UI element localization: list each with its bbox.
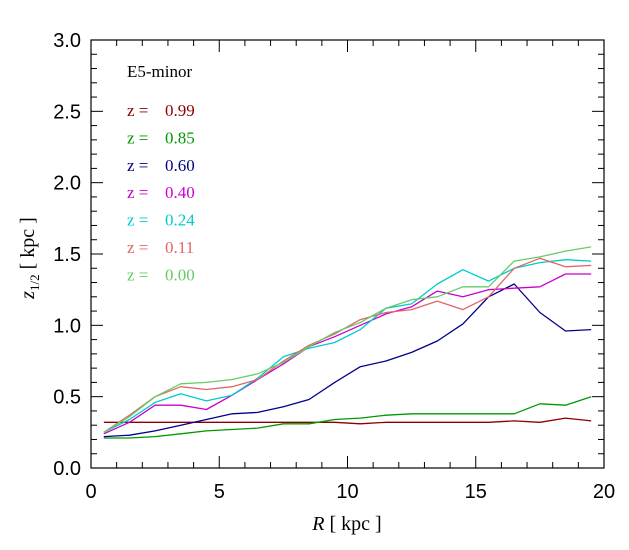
legend-prefix: z = — [127, 128, 148, 147]
series-line-z-0.85 — [103, 396, 592, 439]
legend-entry-z-0.40: z = 0.40 — [127, 183, 195, 202]
y-tick-label: 1.0 — [53, 315, 81, 337]
legend-value: 0.24 — [165, 211, 195, 230]
legend-prefix: z = — [127, 238, 148, 257]
y-tick-label: 0.0 — [53, 458, 81, 480]
y-axis-title-unit: [ kpc ] — [17, 217, 39, 274]
panel-label: E5-minor — [127, 62, 192, 81]
y-axis-title-symbol: z — [17, 291, 39, 300]
legend-value: 0.11 — [165, 238, 194, 257]
series-line-z-0.00 — [103, 246, 592, 433]
series-layer — [103, 246, 592, 439]
x-tick-label: 5 — [214, 481, 225, 503]
legend-layer: z = 0.99 z = 0.85 z = 0.60 z = 0.40 z = 0.24 z = 0.… — [127, 101, 195, 284]
series-line-z-0.99 — [103, 417, 592, 425]
legend-entry-z-0.60: z = 0.60 — [127, 156, 195, 175]
x-tick-label: 15 — [465, 481, 487, 503]
series-line-z-0.24 — [103, 259, 592, 433]
legend-prefix: z = — [127, 156, 148, 175]
legend-entry-z-0.85: z = 0.85 — [127, 128, 195, 147]
series-line-z-0.60 — [103, 283, 592, 438]
legend-entry-z-0.00: z = 0.00 — [127, 265, 195, 284]
y-tick-label: 1.5 — [53, 244, 81, 266]
legend-value: 0.00 — [165, 265, 195, 284]
legend-prefix: z = — [127, 101, 148, 120]
legend-prefix: z = — [127, 265, 148, 284]
x-tick-label: 10 — [336, 481, 358, 503]
y-tick-label: 0.5 — [53, 387, 81, 409]
legend-value: 0.85 — [165, 128, 195, 147]
x-tick-label: 0 — [85, 481, 96, 503]
x-axis-title-unit: [ kpc ] — [325, 513, 382, 535]
x-tick-label: 20 — [593, 481, 615, 503]
y-axis-title: z1/2 [ kpc ] — [17, 217, 42, 300]
x-axis-title-symbol: R — [311, 513, 324, 535]
legend-value: 0.40 — [165, 183, 195, 202]
series-line-z-0.40 — [103, 273, 592, 435]
y-axis-title-subscript: 1/2 — [27, 274, 42, 291]
y-tick-label: 2.5 — [53, 101, 81, 123]
legend-value: 0.99 — [165, 101, 195, 120]
x-axis-title: R [ kpc ] — [311, 513, 381, 535]
y-tick-label: 3.0 — [53, 30, 81, 52]
y-tick-label: 2.0 — [53, 173, 81, 195]
legend-entry-z-0.24: z = 0.24 — [127, 211, 195, 230]
legend-entry-z-0.99: z = 0.99 — [127, 101, 195, 120]
legend-prefix: z = — [127, 211, 148, 230]
series-line-z-0.11 — [103, 257, 592, 433]
ticks-layer: 0 5 10 15 20 0.0 0.5 1.0 1.5 2.0 2.5 3.0 — [53, 30, 615, 503]
legend-prefix: z = — [127, 183, 148, 202]
legend-entry-z-0.11: z = 0.11 — [127, 238, 194, 257]
legend-value: 0.60 — [165, 156, 195, 175]
